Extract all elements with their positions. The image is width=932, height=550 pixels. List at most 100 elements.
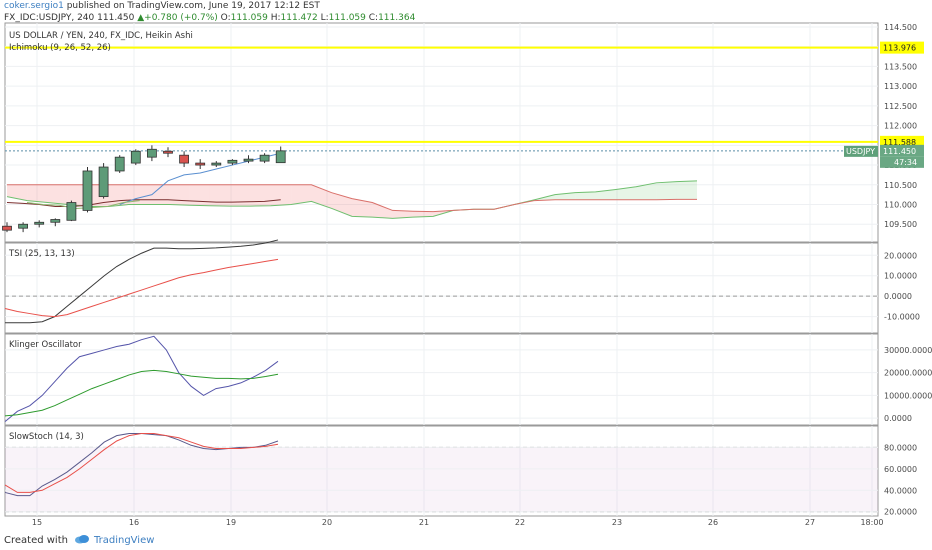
ichimoku-cloud (372, 202, 393, 219)
x-tick-label: 20 (322, 518, 332, 527)
y-tick-label: 110.000 (884, 201, 917, 210)
pane-frame (4, 22, 879, 243)
price-level-label: 113.976 (883, 44, 916, 53)
pane-frame (4, 333, 879, 426)
ichimoku-cloud (209, 184, 231, 207)
indicator-title: Klinger Oscillator (9, 340, 82, 350)
candle-body (2, 225, 12, 231)
ichimoku-span-a (6, 180, 698, 219)
candle-body (211, 162, 222, 166)
x-tick-label: 19 (226, 518, 236, 527)
indicator-series-line (4, 433, 279, 493)
tradingview-cloud-icon (74, 534, 90, 547)
indicator-series-line (4, 335, 279, 422)
ichimoku-cloud (230, 184, 251, 207)
ichimoku-span-b (7, 184, 697, 213)
ohlc-low: 111.059 (328, 13, 366, 23)
ohlc-close-key: C: (368, 13, 379, 23)
footer: Created with TradingView (4, 533, 154, 547)
y-tick-label: 114.500 (884, 23, 917, 32)
x-tick-label: 23 (612, 518, 622, 527)
candle-body (130, 150, 141, 164)
ohlc-high: 111.472 (280, 13, 318, 23)
candle-body (243, 158, 254, 162)
ichimoku-cloud (27, 184, 48, 203)
y-tick-label: 60.0000 (884, 465, 917, 474)
y-tick-label: 20.0000 (884, 251, 917, 260)
candle-body (163, 150, 173, 154)
ichimoku-cloud (636, 182, 657, 200)
main-chart-title: US DOLLAR / YEN, 240, FX_IDC, Heikin Ash… (9, 31, 193, 41)
ichimoku-cloud (595, 189, 616, 200)
ichimoku-cloud (352, 198, 373, 218)
candle-body (275, 150, 286, 164)
y-tick-label: 10.0000 (884, 272, 917, 281)
last-price-tag (880, 144, 924, 157)
y-tick-label: 0.0000 (884, 414, 912, 423)
ichimoku-cloud (108, 184, 129, 207)
ichimoku-conversion-line (119, 152, 281, 205)
indicator-title: SlowStoch (14, 3) (9, 432, 84, 442)
indicator-series-line (4, 369, 279, 417)
x-tick-label: 27 (805, 518, 815, 527)
author-link[interactable]: coker.sergio1 (4, 1, 64, 11)
y-tick-label: 20.0000 (884, 508, 917, 517)
candle-body (66, 202, 77, 221)
ichimoku-cloud (392, 210, 413, 219)
candle-body (34, 221, 45, 225)
ichimoku-base-line (6, 199, 281, 207)
ichimoku-cloud (291, 184, 312, 205)
candle-body (146, 148, 157, 158)
countdown-tag (880, 156, 924, 168)
price-level-tag (880, 41, 924, 54)
symbol-tag (844, 145, 878, 157)
ichimoku-cloud (270, 184, 292, 206)
price-level-label: 111.588 (883, 138, 916, 147)
candle-body (259, 154, 270, 162)
ichimoku-cloud (47, 184, 68, 205)
indicator-series-line (5, 239, 279, 324)
candle-body (179, 154, 190, 164)
x-tick-label: 26 (708, 518, 718, 527)
x-tick-label: 16 (129, 518, 139, 527)
stoch-band (5, 447, 878, 512)
ichimoku-cloud (169, 184, 190, 206)
ichimoku-cloud (7, 184, 28, 201)
ichimoku-cloud (412, 211, 434, 218)
symbol-line: FX_IDC:USDJPY, 240 111.450 ▲+0.780 (+0.7… (4, 12, 924, 24)
y-tick-label: 80.0000 (884, 443, 917, 452)
tradingview-brand[interactable]: TradingView (93, 534, 155, 546)
ichimoku-indicator-label: Ichimoku (9, 26, 52, 26) (9, 43, 111, 53)
ichimoku-cloud (676, 180, 697, 200)
y-tick-label: 40.0000 (884, 486, 917, 495)
ichimoku-cloud (615, 186, 637, 200)
y-tick-label: 109.500 (884, 220, 917, 229)
ohlc-close: 111.364 (378, 13, 416, 23)
published-text: published on TradingView.com, June 19, 2… (66, 1, 320, 11)
x-tick-label: 15 (32, 518, 42, 527)
y-tick-label: 20000.0000 (884, 369, 932, 378)
y-tick-label: 30000.0000 (884, 346, 932, 355)
ichimoku-cloud (250, 184, 271, 207)
ichimoku-cloud (189, 184, 210, 206)
up-arrow-icon: ▲ (137, 13, 145, 23)
x-tick-label: 22 (515, 518, 525, 527)
y-tick-label: 112.000 (884, 122, 917, 131)
created-with-text: Created with (4, 534, 68, 546)
candle-body (227, 159, 238, 164)
y-tick-label: -10.0000 (884, 313, 920, 322)
ichimoku-cloud (311, 184, 332, 209)
candle-body (50, 219, 61, 223)
y-tick-label: 112.500 (884, 102, 917, 111)
y-tick-label: 113.500 (884, 62, 917, 71)
x-tick-label: 18:00 (860, 518, 883, 527)
ohlc-low-key: L: (320, 13, 329, 23)
ichimoku-cloud (656, 181, 677, 200)
ichimoku-cloud (575, 191, 596, 200)
symbol-tag-label: USDJPY (846, 147, 875, 156)
last-price-tag-label: 111.450 (883, 147, 916, 156)
x-tick-label: 21 (419, 518, 429, 527)
y-tick-label: 113.000 (884, 82, 917, 91)
y-tick-label: 0.0000 (884, 292, 912, 301)
